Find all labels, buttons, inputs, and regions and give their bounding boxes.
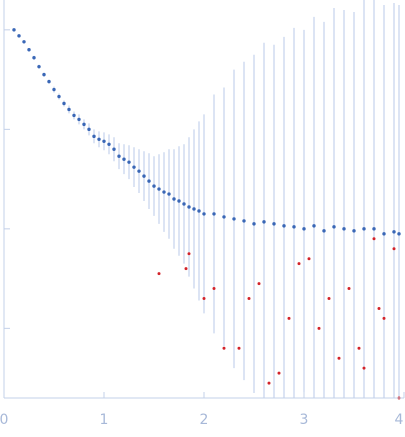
negative-data-point [267, 381, 271, 385]
data-point [117, 154, 121, 158]
data-point [222, 215, 226, 219]
x-tick-label: 3 [300, 412, 309, 428]
negative-data-point [362, 366, 366, 370]
data-point [37, 64, 41, 69]
data-point [302, 227, 306, 231]
data-point [32, 56, 36, 60]
data-point [102, 139, 106, 143]
data-point [362, 227, 366, 231]
data-point [22, 40, 26, 44]
negative-data-point [357, 346, 361, 350]
data-point [312, 224, 316, 228]
data-point [77, 117, 81, 122]
negative-data-point [287, 316, 291, 320]
data-point [397, 232, 401, 236]
x-tick-label: 4 [395, 412, 404, 428]
x-tick-label: 0 [0, 412, 8, 428]
negative-data-point [257, 282, 261, 286]
negative-data-point [237, 346, 241, 350]
negative-data-point [184, 267, 188, 271]
data-point [127, 160, 131, 164]
data-point [182, 202, 186, 206]
data-point [92, 134, 96, 139]
data-point [122, 157, 126, 161]
data-point [197, 209, 201, 213]
data-point [137, 169, 141, 173]
data-point [332, 225, 336, 229]
negative-data-point [307, 257, 311, 261]
data-point [152, 184, 156, 188]
data-point [192, 207, 196, 211]
negative-data-point [212, 287, 216, 291]
data-point [212, 212, 216, 216]
data-point [62, 101, 66, 106]
negative-data-point [347, 287, 351, 291]
data-point [177, 199, 181, 203]
x-ticks: 0 1 2 3 4 [0, 392, 405, 428]
x-tick-label: 2 [200, 412, 209, 428]
data-point [282, 224, 286, 228]
negative-data-point [247, 297, 251, 300]
data-point [147, 179, 151, 183]
data-point [157, 187, 161, 191]
data-point [97, 137, 101, 141]
data-point [42, 72, 46, 77]
negative-data-point [317, 326, 321, 330]
y-ticks [4, 29, 10, 329]
data-point [72, 113, 76, 118]
data-point [67, 107, 71, 112]
data-point [232, 217, 236, 221]
data-point [272, 222, 276, 226]
error-bars [13, 0, 400, 398]
data-point [112, 147, 116, 151]
data-point [27, 48, 31, 52]
negative-data-point [377, 306, 381, 310]
data-point [57, 94, 61, 99]
data-point [382, 232, 386, 236]
negative-data-point [202, 297, 206, 300]
data-point [87, 127, 91, 132]
data-point [292, 225, 296, 229]
data-points [12, 28, 401, 400]
data-point [322, 229, 326, 233]
data-point [107, 142, 111, 146]
negative-data-point [157, 272, 161, 276]
negative-data-point [277, 371, 281, 375]
data-point [172, 197, 176, 201]
data-point [352, 229, 356, 233]
data-point [187, 205, 191, 209]
data-point [242, 219, 246, 223]
negative-data-point [382, 316, 386, 320]
data-point [342, 227, 346, 231]
negative-data-point [327, 297, 331, 300]
data-point [167, 192, 171, 196]
data-point [142, 174, 146, 178]
data-point [202, 212, 206, 216]
negative-data-point [337, 356, 341, 360]
data-point [132, 165, 136, 169]
data-point [47, 79, 51, 84]
negative-data-point [297, 262, 301, 266]
negative-data-point [222, 346, 226, 350]
data-point [12, 28, 16, 32]
data-point [82, 122, 86, 127]
negative-data-point [372, 237, 376, 241]
data-point [162, 190, 166, 194]
negative-data-point [187, 252, 191, 256]
data-point [252, 222, 256, 226]
negative-data-point [392, 247, 396, 251]
data-point [372, 227, 376, 231]
data-point [17, 34, 21, 38]
data-point [52, 87, 56, 92]
data-point [262, 220, 266, 224]
x-tick-label: 1 [100, 412, 109, 428]
data-point [392, 230, 396, 234]
